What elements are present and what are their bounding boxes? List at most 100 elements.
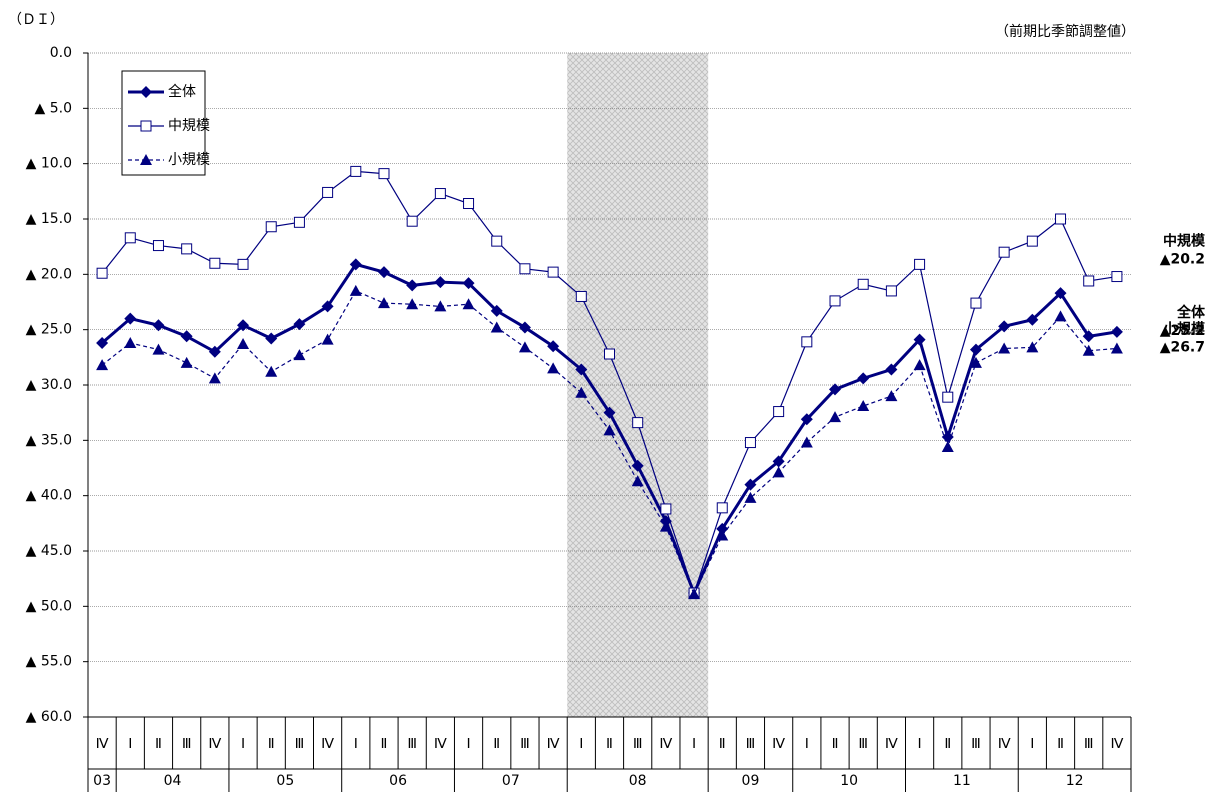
point — [660, 503, 672, 515]
x-tick-label: Ⅰ — [1030, 737, 1034, 752]
point — [406, 298, 419, 310]
point — [603, 406, 616, 419]
x-tick-label: Ⅳ — [885, 737, 898, 752]
point — [547, 266, 559, 278]
x-tick-label: Ⅲ — [407, 737, 417, 752]
point — [716, 502, 728, 514]
legend-label: 全体 — [168, 83, 196, 100]
y-tick-label: ▲ 25.0 — [26, 322, 72, 338]
point — [913, 333, 926, 346]
point — [575, 363, 588, 376]
x-tick-label: Ⅳ — [659, 737, 672, 752]
point — [1055, 213, 1067, 225]
x-tick-label: Ⅰ — [918, 737, 922, 752]
x-tick-label: Ⅳ — [547, 737, 560, 752]
point — [208, 345, 221, 358]
point — [575, 290, 587, 302]
x-tick-label: Ⅳ — [998, 737, 1011, 752]
x-tick-label: Ⅱ — [381, 737, 388, 752]
group-label: 08 — [629, 773, 647, 789]
point — [124, 336, 137, 348]
point — [631, 475, 644, 487]
point — [1111, 271, 1123, 283]
point — [1083, 275, 1095, 287]
x-tick-label: Ⅲ — [1084, 737, 1094, 752]
point — [96, 267, 108, 279]
point — [688, 588, 701, 600]
point — [377, 266, 390, 279]
point — [857, 278, 869, 290]
point — [350, 165, 362, 177]
point — [96, 336, 109, 349]
x-tick-label: Ⅰ — [466, 737, 470, 752]
point — [152, 343, 165, 355]
point — [96, 359, 109, 371]
point — [857, 372, 870, 385]
x-tick-label: Ⅰ — [128, 737, 132, 752]
y-tick-label: ▲ 30.0 — [26, 377, 72, 393]
point — [519, 263, 531, 275]
point — [322, 186, 334, 198]
y-tick-label: ▲ 60.0 — [26, 709, 72, 725]
point — [631, 459, 644, 472]
x-tick-label: Ⅱ — [493, 737, 500, 752]
point — [969, 343, 982, 356]
x-tick-label: Ⅲ — [858, 737, 868, 752]
x-tick-label: Ⅱ — [832, 737, 839, 752]
y-tick-label: ▲ 40.0 — [26, 488, 72, 504]
point — [434, 188, 446, 200]
point — [913, 359, 926, 371]
point — [265, 365, 278, 377]
x-tick-label: Ⅳ — [1110, 737, 1123, 752]
point — [998, 246, 1010, 258]
point — [1054, 287, 1067, 300]
point — [744, 437, 756, 449]
y-tick-label: ▲ 35.0 — [26, 432, 72, 448]
point — [463, 198, 475, 210]
point — [321, 300, 334, 313]
x-tick-label: Ⅱ — [268, 737, 275, 752]
point — [462, 277, 475, 290]
point — [998, 342, 1011, 354]
point — [140, 120, 152, 132]
y-tick-label: ▲ 20.0 — [26, 266, 72, 282]
point — [491, 235, 503, 247]
point — [829, 411, 842, 423]
point — [969, 356, 982, 368]
point — [1110, 342, 1123, 354]
x-tick-label: Ⅳ — [208, 737, 221, 752]
point — [293, 349, 306, 361]
x-tick-label: Ⅳ — [772, 737, 785, 752]
x-tick-label: Ⅰ — [241, 737, 245, 752]
x-tick-label: Ⅱ — [606, 737, 613, 752]
y-unit-label: （ＤＩ） — [8, 12, 64, 28]
point — [293, 216, 305, 228]
point — [152, 319, 165, 332]
point — [800, 413, 813, 426]
x-tick-label: Ⅲ — [520, 737, 530, 752]
point — [265, 221, 277, 233]
point — [773, 406, 785, 418]
group-label: 04 — [164, 773, 182, 789]
point — [914, 258, 926, 270]
point — [1082, 330, 1095, 343]
point — [209, 257, 221, 269]
point — [180, 330, 193, 343]
x-tick-label: Ⅱ — [719, 737, 726, 752]
point — [349, 284, 362, 296]
x-tick-label: Ⅱ — [944, 737, 951, 752]
x-tick-label: Ⅰ — [579, 737, 583, 752]
x-tick-label: Ⅱ — [1057, 737, 1064, 752]
point — [603, 424, 616, 436]
point — [1054, 310, 1067, 322]
point — [800, 436, 813, 448]
point — [885, 390, 898, 402]
point — [772, 466, 785, 478]
point — [829, 383, 842, 396]
group-label: 05 — [276, 773, 294, 789]
group-label: 07 — [502, 773, 520, 789]
point — [140, 154, 152, 165]
x-tick-label: Ⅰ — [692, 737, 696, 752]
y-tick-label: 0.0 — [50, 45, 72, 61]
